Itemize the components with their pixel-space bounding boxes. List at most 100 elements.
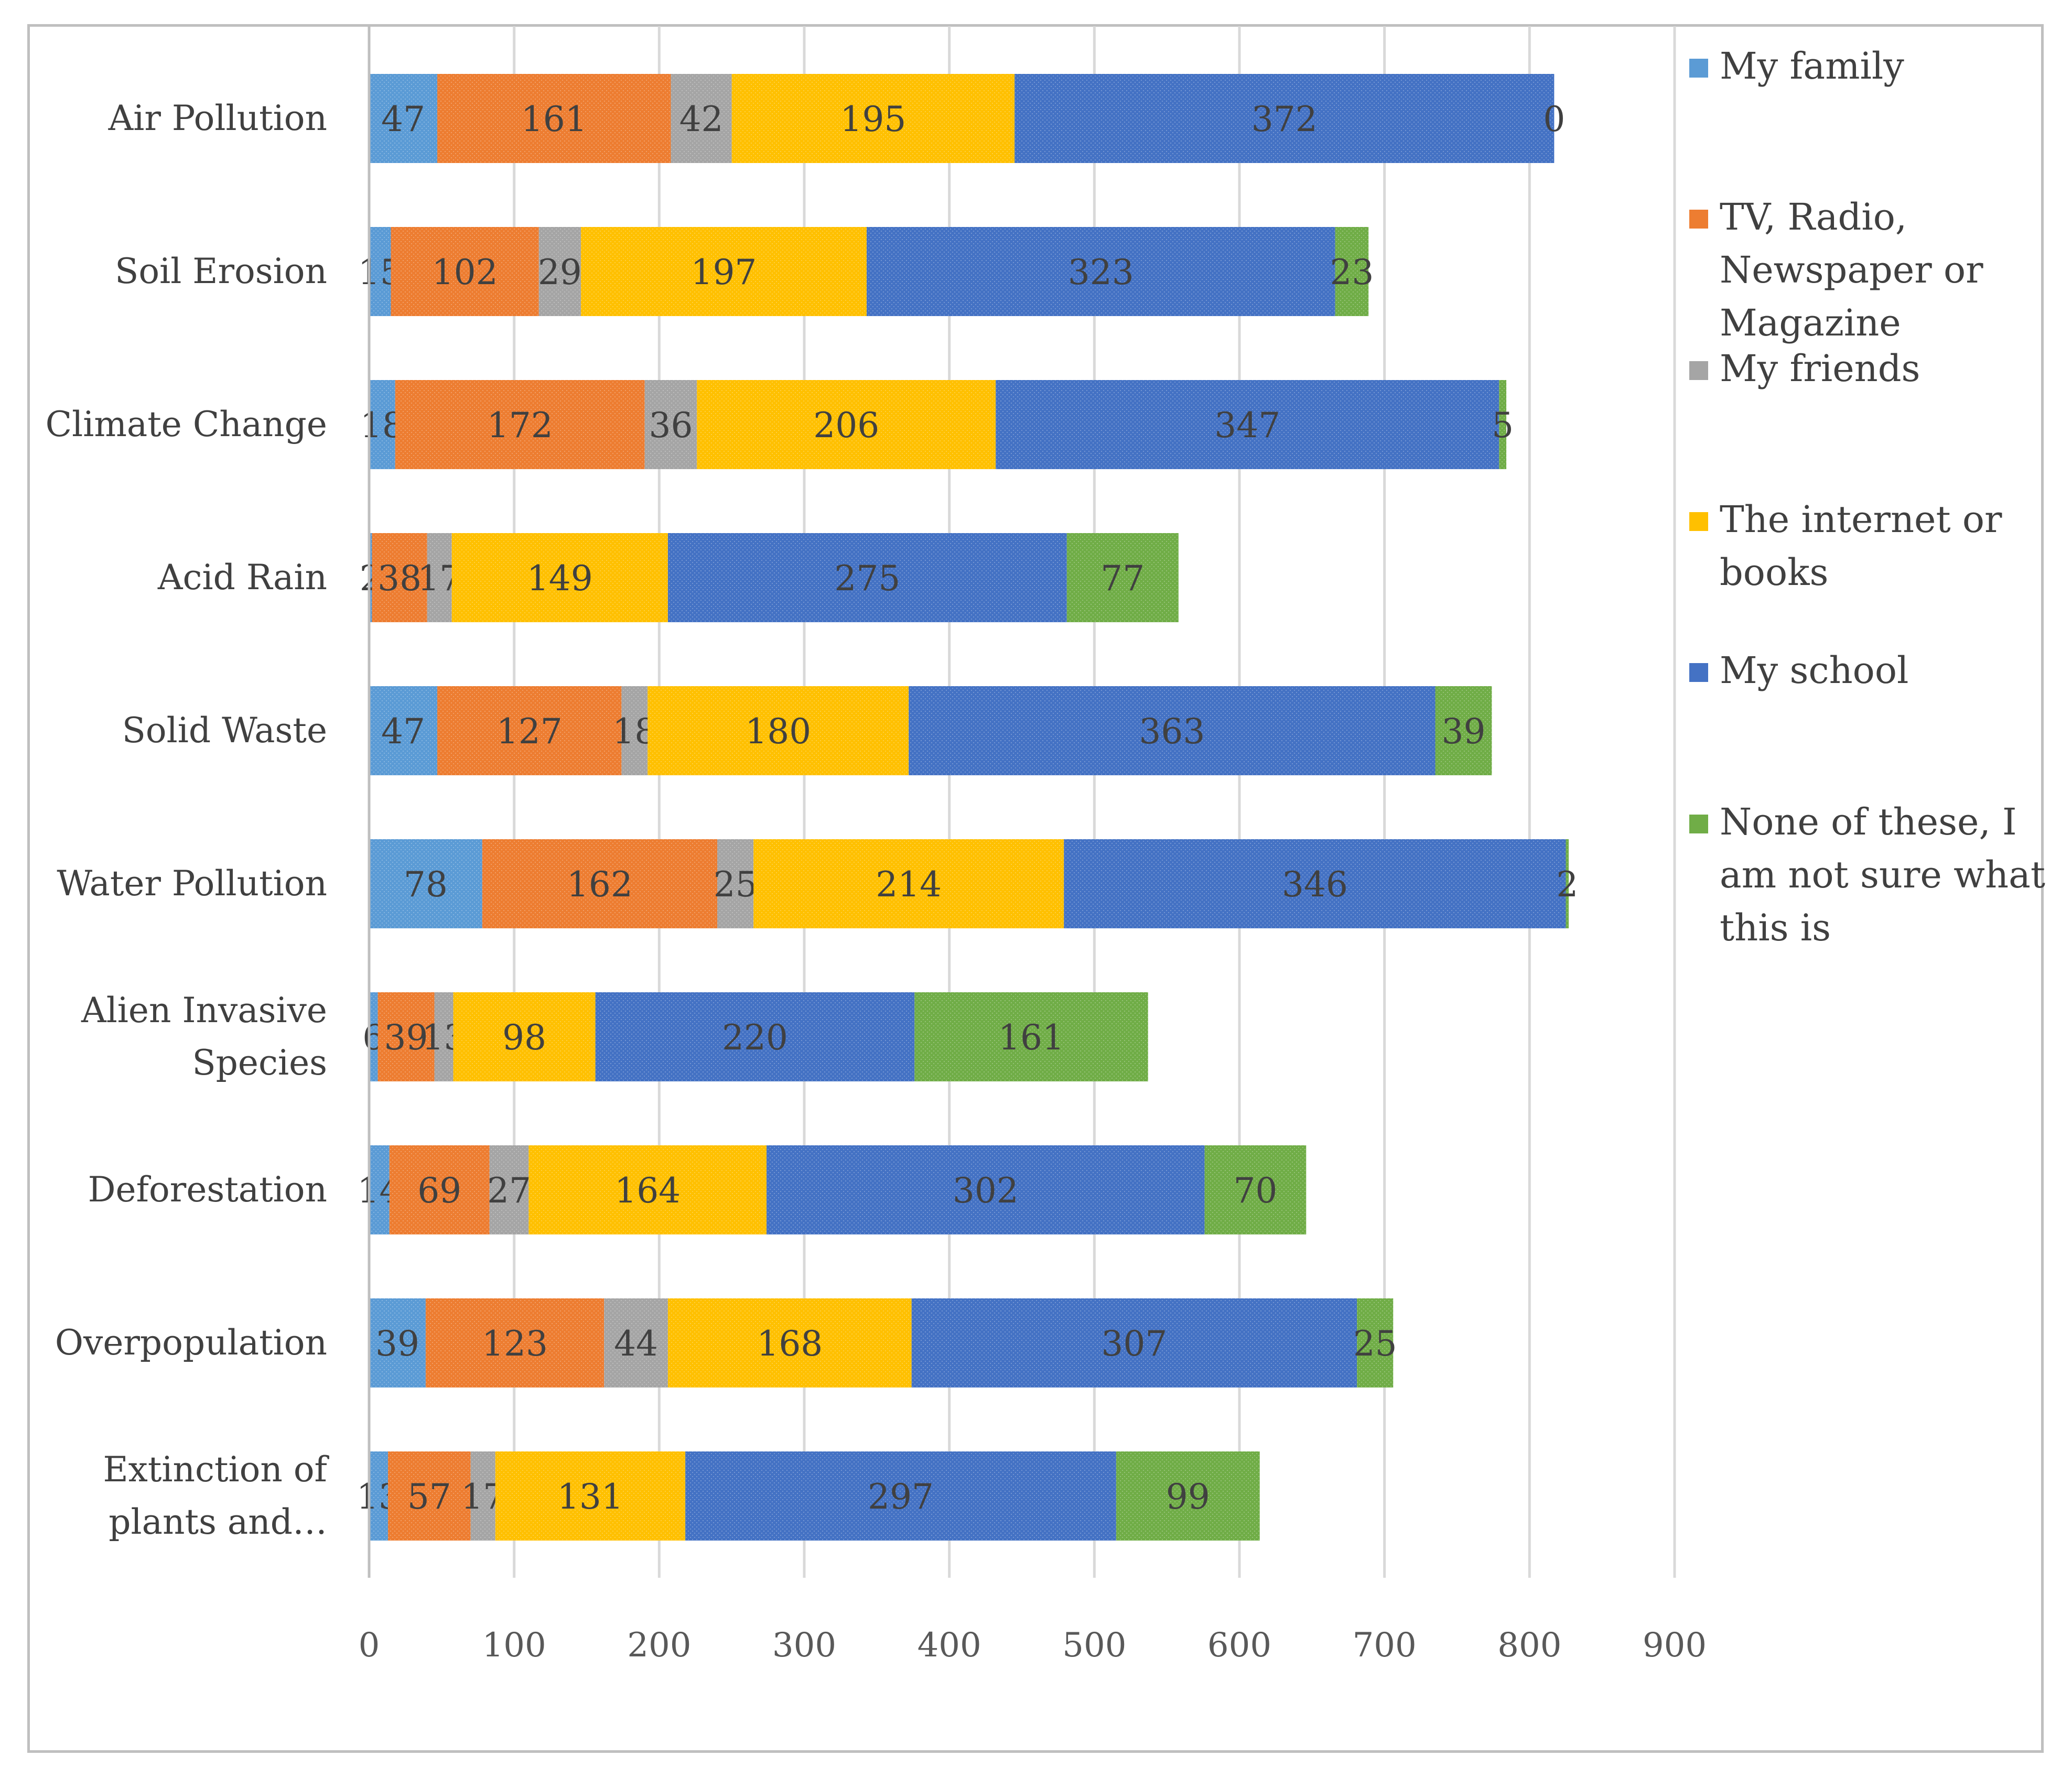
legend-swatch — [1689, 815, 1708, 833]
category-label: Solid Waste — [122, 710, 327, 751]
legend-label: My school — [1720, 649, 1908, 692]
bar-texture — [1064, 839, 1566, 928]
data-label: 44 — [614, 1324, 658, 1364]
data-label: 39 — [384, 1017, 428, 1058]
data-label: 131 — [557, 1477, 623, 1517]
bar-texture — [1566, 839, 1569, 928]
bar-texture — [1066, 533, 1179, 622]
data-label: 168 — [757, 1324, 823, 1364]
category-label: plants and… — [109, 1502, 327, 1542]
bar-texture — [369, 686, 438, 775]
data-label: 347 — [1214, 405, 1280, 446]
data-label: 161 — [521, 99, 587, 139]
bar-texture — [427, 533, 452, 622]
bar-texture — [437, 74, 671, 163]
bar-texture — [595, 992, 915, 1081]
category-label: Extinction of — [103, 1449, 329, 1490]
data-label: 307 — [1101, 1324, 1167, 1364]
bar-texture — [996, 380, 1499, 469]
bar-texture — [753, 839, 1064, 928]
bar-texture — [621, 686, 648, 775]
x-tick-label: 900 — [1643, 1626, 1707, 1665]
bar-texture — [389, 1145, 490, 1234]
legend-label: am not sure what — [1720, 853, 2045, 896]
data-label: 39 — [1441, 711, 1485, 752]
bar-texture — [648, 686, 909, 775]
bar-texture — [482, 839, 717, 928]
data-label: 149 — [527, 558, 593, 599]
data-label: 102 — [432, 252, 498, 292]
legend-label: The internet or — [1720, 498, 2002, 541]
bar-texture — [667, 533, 1067, 622]
bar-texture — [369, 74, 438, 163]
x-tick-label: 500 — [1062, 1626, 1126, 1665]
category-label: Soil Erosion — [115, 251, 327, 291]
bar-texture — [377, 992, 435, 1081]
legend-label: None of these, I — [1720, 800, 2017, 843]
data-label: 302 — [953, 1170, 1019, 1211]
data-label: 346 — [1282, 864, 1348, 905]
bar-texture — [644, 380, 697, 469]
bar-texture — [495, 1451, 686, 1541]
bar-texture — [538, 227, 581, 316]
legend-label: TV, Radio, — [1720, 196, 1907, 238]
data-label: 164 — [614, 1170, 681, 1211]
data-label: 197 — [690, 252, 757, 292]
bar-texture — [395, 380, 645, 469]
data-label: 78 — [404, 864, 448, 905]
category-label: Acid Rain — [157, 557, 327, 598]
data-label: 180 — [745, 711, 811, 752]
x-tick-label: 800 — [1497, 1626, 1561, 1665]
data-label: 29 — [538, 252, 582, 292]
bar-texture — [1204, 1145, 1307, 1234]
bar-texture — [767, 1145, 1205, 1234]
data-label: 275 — [834, 558, 900, 599]
data-label: 38 — [377, 558, 422, 599]
bar-texture — [1435, 686, 1492, 775]
legend-label: My family — [1720, 45, 1904, 88]
data-label: 69 — [417, 1170, 461, 1211]
bar-texture — [470, 1451, 495, 1541]
data-label: 98 — [502, 1017, 546, 1058]
legend-label: this is — [1720, 906, 1831, 949]
bar-texture — [372, 533, 427, 622]
bar-texture — [1357, 1298, 1394, 1387]
data-label: 25 — [714, 864, 758, 905]
data-label: 70 — [1233, 1170, 1277, 1211]
data-label: 363 — [1139, 711, 1205, 752]
data-label: 0 — [1543, 99, 1565, 139]
data-label: 214 — [876, 864, 942, 905]
bar-texture — [369, 227, 391, 316]
bar-texture — [914, 992, 1148, 1081]
legend-swatch — [1689, 59, 1708, 78]
data-label: 123 — [482, 1324, 548, 1364]
bar-texture — [685, 1451, 1116, 1541]
data-label: 99 — [1166, 1477, 1210, 1517]
data-label: 172 — [487, 405, 553, 446]
bar-texture — [369, 839, 482, 928]
bar-texture — [1015, 74, 1555, 163]
data-label: 2 — [1556, 864, 1578, 905]
data-label: 77 — [1100, 558, 1145, 599]
x-tick-label: 600 — [1207, 1626, 1271, 1665]
data-label: 297 — [868, 1477, 934, 1517]
data-label: 47 — [381, 711, 425, 752]
data-label: 372 — [1251, 99, 1318, 139]
data-label: 47 — [381, 99, 425, 139]
x-tick-label: 0 — [359, 1626, 380, 1665]
category-label: Alien Invasive — [81, 990, 327, 1031]
data-label: 127 — [497, 711, 563, 752]
legend-swatch — [1689, 512, 1708, 531]
bar-texture — [580, 227, 867, 316]
bar-texture — [717, 839, 754, 928]
bar-texture — [369, 1298, 426, 1387]
legend-label: Magazine — [1720, 301, 1901, 344]
x-tick-label: 300 — [772, 1626, 836, 1665]
category-label: Overpopulation — [55, 1322, 327, 1363]
bar-texture — [911, 1298, 1357, 1387]
bar-texture — [369, 1451, 388, 1541]
data-label: 39 — [375, 1324, 419, 1364]
